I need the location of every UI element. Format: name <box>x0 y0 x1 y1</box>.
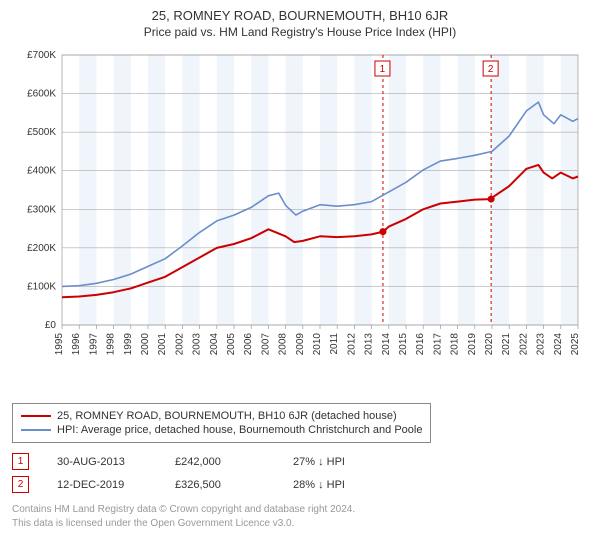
svg-text:2011: 2011 <box>329 333 340 355</box>
marker-table: 1 30-AUG-2013 £242,000 27% ↓ HPI 2 12-DE… <box>12 453 588 493</box>
svg-text:2005: 2005 <box>226 333 237 356</box>
svg-text:2015: 2015 <box>398 333 409 356</box>
chart-title: 25, ROMNEY ROAD, BOURNEMOUTH, BH10 6JR <box>12 8 588 23</box>
marker-number-box: 2 <box>12 476 29 493</box>
svg-text:2010: 2010 <box>312 333 323 356</box>
marker-price: £326,500 <box>175 479 265 491</box>
svg-text:£300K: £300K <box>27 204 56 215</box>
footnote-line: This data is licensed under the Open Gov… <box>12 517 588 531</box>
svg-text:£700K: £700K <box>27 50 56 61</box>
svg-text:2014: 2014 <box>381 333 392 356</box>
marker-price: £242,000 <box>175 456 265 468</box>
legend-item: 25, ROMNEY ROAD, BOURNEMOUTH, BH10 6JR (… <box>21 410 422 422</box>
svg-text:2: 2 <box>488 64 494 75</box>
svg-text:2000: 2000 <box>140 333 151 356</box>
svg-text:1997: 1997 <box>88 333 99 356</box>
svg-text:2012: 2012 <box>346 333 357 356</box>
svg-text:2016: 2016 <box>415 333 426 356</box>
svg-text:2003: 2003 <box>192 333 203 356</box>
svg-text:£400K: £400K <box>27 166 56 177</box>
svg-text:2019: 2019 <box>467 333 478 356</box>
marker-date: 12-DEC-2019 <box>57 479 147 491</box>
svg-text:2020: 2020 <box>484 333 495 356</box>
svg-text:£600K: £600K <box>27 89 56 100</box>
svg-text:£100K: £100K <box>27 281 56 292</box>
marker-diff: 28% ↓ HPI <box>293 479 383 491</box>
footnote: Contains HM Land Registry data © Crown c… <box>12 503 588 530</box>
svg-text:2004: 2004 <box>209 333 220 356</box>
svg-text:2017: 2017 <box>432 333 443 356</box>
marker-diff: 27% ↓ HPI <box>293 456 383 468</box>
marker-number-box: 1 <box>12 453 29 470</box>
svg-text:2006: 2006 <box>243 333 254 356</box>
legend-label: 25, ROMNEY ROAD, BOURNEMOUTH, BH10 6JR (… <box>57 410 397 422</box>
svg-text:1: 1 <box>380 64 386 75</box>
legend-swatch <box>21 415 51 417</box>
legend-item: HPI: Average price, detached house, Bour… <box>21 424 422 436</box>
svg-text:2025: 2025 <box>570 333 581 356</box>
legend-swatch <box>21 429 51 431</box>
svg-text:2022: 2022 <box>518 333 529 356</box>
svg-text:1995: 1995 <box>54 333 65 356</box>
svg-text:1999: 1999 <box>123 333 134 356</box>
svg-text:2024: 2024 <box>553 333 564 356</box>
svg-text:1998: 1998 <box>106 333 117 356</box>
footnote-line: Contains HM Land Registry data © Crown c… <box>12 503 588 517</box>
svg-text:2021: 2021 <box>501 333 512 356</box>
svg-text:2007: 2007 <box>260 333 271 356</box>
svg-text:2018: 2018 <box>450 333 461 356</box>
svg-text:2013: 2013 <box>364 333 375 356</box>
legend-label: HPI: Average price, detached house, Bour… <box>57 424 422 436</box>
svg-text:2002: 2002 <box>174 333 185 356</box>
legend: 25, ROMNEY ROAD, BOURNEMOUTH, BH10 6JR (… <box>12 403 431 443</box>
svg-text:2001: 2001 <box>157 333 168 356</box>
svg-text:1996: 1996 <box>71 333 82 356</box>
svg-text:£0: £0 <box>45 320 57 331</box>
svg-text:2023: 2023 <box>536 333 547 356</box>
chart-subtitle: Price paid vs. HM Land Registry's House … <box>12 25 588 39</box>
svg-text:2008: 2008 <box>278 333 289 356</box>
svg-text:2009: 2009 <box>295 333 306 356</box>
chart-container: 25, ROMNEY ROAD, BOURNEMOUTH, BH10 6JR P… <box>0 0 600 538</box>
marker-row: 2 12-DEC-2019 £326,500 28% ↓ HPI <box>12 476 588 493</box>
chart-plot: £0 £100K £200K £300K £400K £500K £600K £700K 199… <box>12 45 588 395</box>
svg-text:£200K: £200K <box>27 243 56 254</box>
marker-row: 1 30-AUG-2013 £242,000 27% ↓ HPI <box>12 453 588 470</box>
marker-date: 30-AUG-2013 <box>57 456 147 468</box>
svg-text:£500K: £500K <box>27 127 56 138</box>
